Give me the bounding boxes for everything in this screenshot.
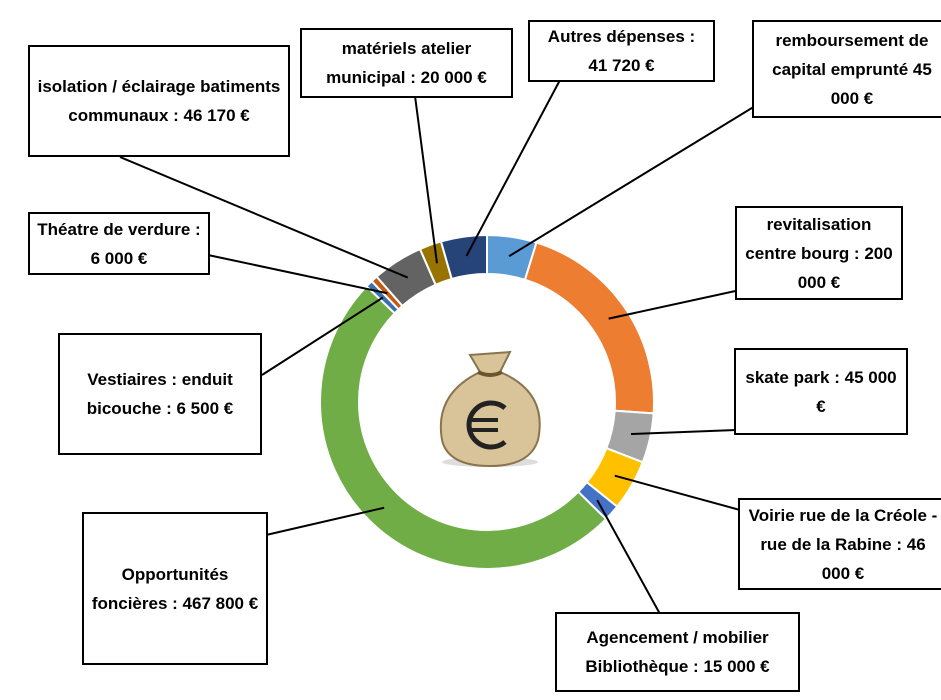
donut-segment xyxy=(523,241,655,415)
donut-segment xyxy=(439,233,488,281)
leader-line xyxy=(630,429,737,436)
leader-line xyxy=(508,99,766,258)
value-label: 45 000 € xyxy=(816,367,897,416)
value-label: 46 000 € xyxy=(821,534,926,583)
value-label: 46 170 € xyxy=(183,106,250,125)
callout-text: skate park : 45 000 € xyxy=(742,363,900,421)
callout-text: Théatre de verdure : 6 000 € xyxy=(36,215,202,273)
category-label: Vestiaires : enduit bicouche : xyxy=(86,370,233,418)
leader-line xyxy=(596,499,661,615)
value-label: 41 720 € xyxy=(588,56,655,75)
category-label: Théatre de verdure : xyxy=(37,219,201,239)
callout-box: Voirie rue de la Créole - rue de la Rabi… xyxy=(738,498,941,590)
callout-box: Agencement / mobilier Bibliothèque : 15 … xyxy=(555,612,800,692)
callout-box: Théatre de verdure : 6 000 € xyxy=(28,212,210,275)
value-label: 467 800 € xyxy=(182,593,259,613)
leader-line xyxy=(265,506,385,536)
category-label: matériels atelier municipal : xyxy=(326,39,472,87)
leader-line xyxy=(119,156,409,279)
value-label: 15 000 € xyxy=(703,657,770,676)
leader-line xyxy=(465,79,561,257)
value-label: 6 000 € xyxy=(90,248,148,268)
callout-text: remboursement de capital emprunté 45 000… xyxy=(760,26,941,113)
category-label: Voirie rue de la Créole - rue de la Rabi… xyxy=(748,505,938,554)
category-label: Opportunités foncières : xyxy=(91,564,229,613)
leader-line xyxy=(614,474,741,511)
callout-box: isolation / éclairage batiments communau… xyxy=(28,45,290,157)
callout-text: revitalisation centre bourg : 200 000 € xyxy=(743,210,895,297)
callout-text: Agencement / mobilier Bibliothèque : 15 … xyxy=(563,623,792,681)
callout-box: Autres dépenses : 41 720 € xyxy=(528,20,715,82)
callout-box: Vestiaires : enduit bicouche : 6 500 € xyxy=(58,333,262,455)
callout-box: remboursement de capital emprunté 45 000… xyxy=(752,20,941,118)
callout-text: Autres dépenses : 41 720 € xyxy=(536,22,707,80)
category-label: Autres dépenses : xyxy=(547,27,696,46)
leader-line xyxy=(261,296,384,376)
leader-line xyxy=(207,254,388,295)
callout-text: isolation / éclairage batiments communau… xyxy=(36,72,282,130)
callout-text: Opportunités foncières : 467 800 € xyxy=(90,560,260,618)
value-label: 6 500 € xyxy=(176,399,234,418)
callout-box: skate park : 45 000 € xyxy=(734,348,908,435)
value-label: 200 000 € xyxy=(797,243,893,292)
category-label: remboursement de capital emprunté xyxy=(772,30,929,79)
callout-text: Voirie rue de la Créole - rue de la Rabi… xyxy=(746,501,940,588)
leader-line xyxy=(608,289,741,320)
callout-box: Opportunités foncières : 467 800 € xyxy=(82,512,268,665)
category-label: skate park : xyxy=(745,367,840,387)
category-label: revitalisation centre bourg : xyxy=(745,214,872,263)
callout-text: matériels atelier municipal : 20 000 € xyxy=(308,34,505,92)
category-label: isolation / éclairage batiments communau… xyxy=(37,77,281,125)
value-label: 45 000 € xyxy=(830,59,932,108)
value-label: 20 000 € xyxy=(420,68,487,87)
callout-text: Vestiaires : enduit bicouche : 6 500 € xyxy=(66,365,254,423)
category-label: Agencement / mobilier Bibliothèque : xyxy=(585,628,769,676)
donut-segment xyxy=(319,284,608,570)
leader-line xyxy=(414,95,438,264)
callout-box: revitalisation centre bourg : 200 000 € xyxy=(735,206,903,300)
callout-box: matériels atelier municipal : 20 000 € xyxy=(300,28,513,98)
money-bag-icon xyxy=(439,350,541,468)
